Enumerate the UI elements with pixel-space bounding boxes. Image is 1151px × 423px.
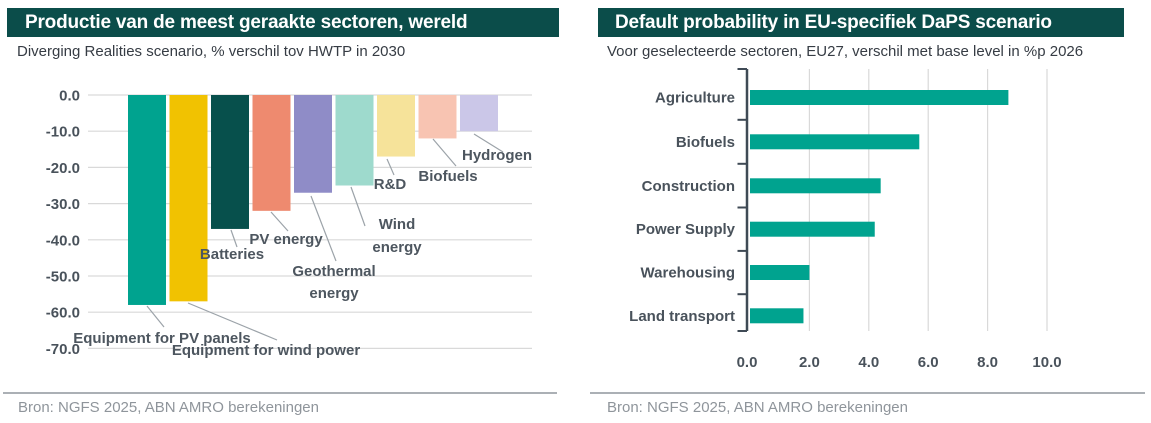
chart-subtitle: Voor geselecteerde sectoren, EU27, versc… (607, 43, 1084, 60)
bar-label-biofuels: Biofuels (418, 168, 477, 185)
leader-line (146, 305, 165, 328)
source-note: Bron: NGFS 2025, ABN AMRO berekeningen (607, 399, 908, 416)
bar-equipment-for-pv-panels (128, 95, 166, 305)
bar-label-r-d: R&D (374, 176, 407, 193)
leader-line (350, 186, 366, 227)
chart-title-bar: Productie van de meest geraakte sectoren… (7, 8, 559, 37)
x-tick-label: 0.0 (737, 354, 758, 371)
category-label-land-transport: Land transport (629, 308, 735, 325)
y-tick-label: -60.0 (46, 305, 80, 322)
y-tick-label: -30.0 (46, 196, 80, 213)
bar-label-equipment-for-wind-power: Equipment for wind power (172, 342, 360, 359)
bar-hydrogen (460, 95, 498, 132)
panel-default-probability-chart: Agriculture Biofuels Construction Power Sup… (575, 0, 1151, 423)
chart-title: Default probability in EU-specifiek DaPS… (615, 11, 1052, 33)
bar-label-geothermal-energy: Geothermal (292, 263, 375, 280)
bar-label-batteries: Batteries (200, 246, 264, 263)
panel-production-chart: 0.0 -10.0 -20.0 -30.0 -40.0 -50.0 -60.0 -70.0 Eq… (0, 0, 575, 423)
bar-batteries (211, 95, 249, 229)
x-tick-label: 2.0 (799, 354, 820, 371)
divider-line (3, 392, 557, 394)
x-tick-label: 10.0 (1032, 354, 1061, 371)
bar-power-supply (750, 221, 875, 237)
chart-title: Productie van de meest geraakte sectoren… (25, 11, 468, 33)
bar-agriculture (750, 90, 1009, 105)
y-tick-label: 0.0 (59, 88, 80, 105)
x-tick-label: 8.0 (977, 354, 998, 371)
y-tick-label: -50.0 (46, 269, 80, 286)
bar-label-geothermal-energy: energy (309, 285, 359, 302)
bar-pv-energy (252, 95, 291, 211)
source-note: Bron: NGFS 2025, ABN AMRO berekeningen (18, 399, 319, 416)
category-label-power-supply: Power Supply (636, 221, 736, 238)
category-label-construction: Construction (642, 178, 735, 195)
leader-line (386, 158, 395, 176)
bar-r-d (377, 95, 415, 157)
y-tick-label: -70.0 (46, 341, 80, 358)
bar-label-equipment-for-pv-panels: Equipment for PV panels (73, 330, 251, 347)
bar-label-wind-energy: energy (372, 239, 422, 256)
bar-equipment-for-wind-power (169, 95, 208, 302)
category-label-warehousing: Warehousing (641, 265, 735, 282)
x-tick-label: 4.0 (858, 354, 879, 371)
leader-line (270, 211, 289, 232)
leader-line (230, 229, 238, 248)
y-tick-label: -20.0 (46, 160, 80, 177)
bar-construction (750, 178, 881, 194)
leader-line (310, 195, 337, 262)
bar-biofuels (750, 134, 920, 150)
y-tick-label: -10.0 (46, 124, 80, 141)
production-bar-chart: 0.0-10.0-20.0-30.0-40.0-50.0-60.0-70.0Eq… (46, 88, 532, 360)
category-label-biofuels: Biofuels (676, 134, 735, 151)
x-tick-label: 6.0 (918, 354, 939, 371)
bar-land-transport (750, 308, 804, 324)
divider-line (590, 392, 1145, 394)
bar-label-pv-energy: PV energy (249, 231, 323, 248)
bar-warehousing (750, 265, 810, 280)
default-probability-bar-chart: Agriculture Biofuels Construction Power Sup… (629, 68, 1062, 371)
leader-line (473, 133, 504, 153)
leader-line (187, 302, 278, 341)
category-label-agriculture: Agriculture (655, 90, 735, 107)
bar-label-hydrogen: Hydrogen (462, 147, 532, 164)
bar-geothermal-energy (294, 95, 332, 193)
y-tick-label: -40.0 (46, 232, 80, 249)
leader-line (432, 138, 457, 167)
chart-title-bar: Default probability in EU-specifiek DaPS… (598, 8, 1124, 37)
bar-biofuels (418, 95, 457, 139)
bar-label-wind-energy: Wind (379, 216, 416, 233)
chart-subtitle: Diverging Realities scenario, % verschil… (17, 43, 406, 60)
bar-wind-energy (335, 95, 374, 186)
